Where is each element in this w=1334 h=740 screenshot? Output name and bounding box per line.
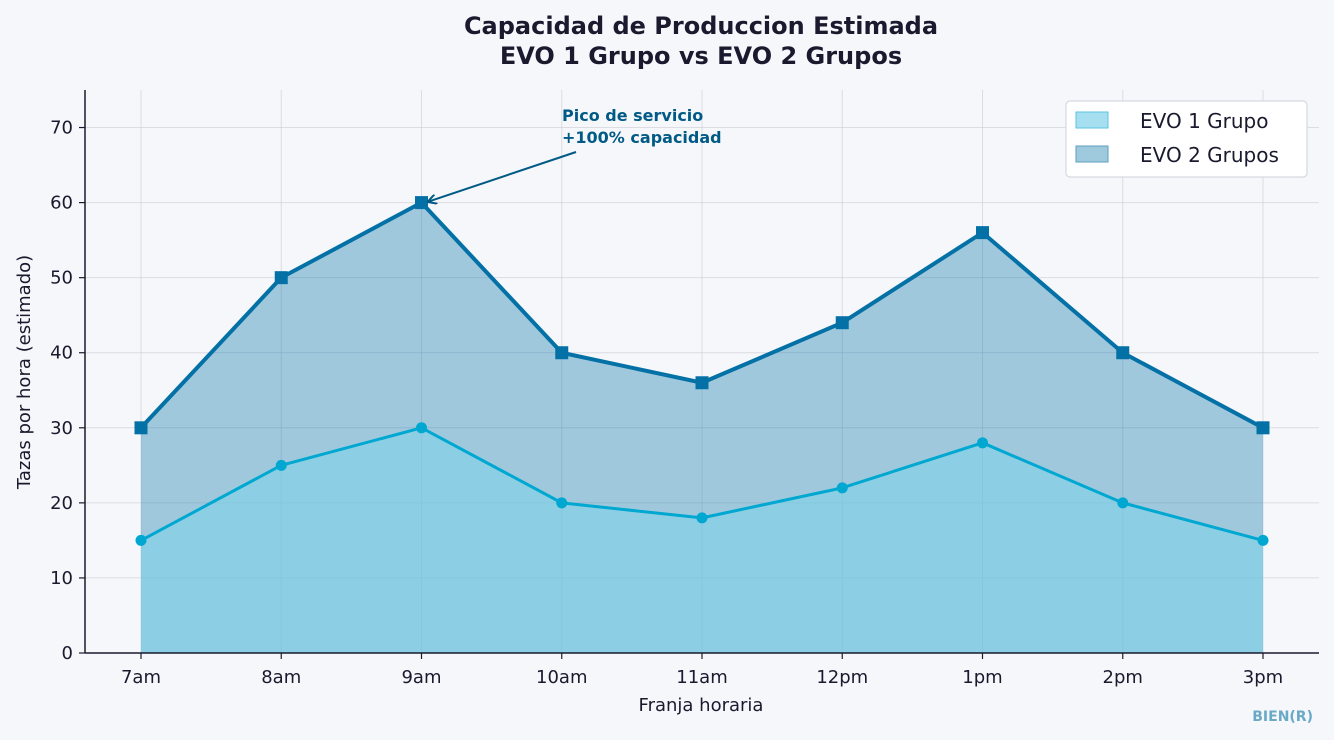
legend: EVO 1 Grupo EVO 2 Grupos — [1065, 100, 1308, 178]
data-point-evo-1-grupo — [836, 482, 848, 494]
x-tick-label: 10am — [536, 667, 587, 688]
data-point-evo-1-grupo — [977, 437, 988, 449]
y-axis-label: Tazas por hora (estimado) — [14, 255, 35, 490]
legend-swatch-evo-2-grupos — [1075, 145, 1109, 163]
data-markers — [134, 196, 1270, 546]
x-tick-label: 11am — [676, 667, 727, 688]
x-tick-label: 9am — [401, 667, 441, 688]
data-point-evo-1-grupo — [556, 497, 568, 509]
data-point-evo-1-grupo — [275, 459, 287, 471]
chart-title-line-1: Capacidad de Produccion Estimada — [464, 12, 938, 40]
legend-label-evo-1-grupo: EVO 1 Grupo — [1140, 109, 1268, 133]
y-tick-label: 10 — [50, 568, 73, 589]
data-point-evo-2-grupos — [835, 316, 849, 330]
y-ticks: 0 10 20 30 40 50 60 70 — [50, 118, 85, 664]
x-tick-label: 12pm — [816, 667, 868, 688]
y-tick-label: 30 — [50, 418, 73, 439]
data-point-evo-2-grupos — [976, 226, 989, 240]
area-fill-evo-1-grupo — [141, 427, 1263, 653]
x-ticks: 7am 8am 9am 10am 11am 12pm 1pm 2pm 3pm — [121, 653, 1283, 688]
x-axis-label: Franja horaria — [639, 695, 764, 716]
x-tick-label: 8am — [261, 667, 301, 688]
y-tick-label: 70 — [50, 118, 73, 139]
data-point-evo-2-grupos — [695, 376, 709, 390]
legend-box — [1065, 100, 1308, 178]
data-point-evo-2-grupos — [1116, 346, 1130, 360]
y-tick-label: 50 — [50, 268, 73, 289]
data-point-evo-1-grupo — [416, 422, 427, 434]
y-tick-label: 40 — [50, 343, 73, 364]
chart-title-line-2: EVO 1 Grupo vs EVO 2 Grupos — [500, 42, 902, 70]
data-point-evo-1-grupo — [135, 534, 147, 546]
data-point-evo-1-grupo — [1117, 497, 1129, 509]
x-tick-label: 7am — [121, 667, 161, 688]
annotation-text-line-1: Pico de servicio — [562, 106, 703, 125]
watermark: BIEN(R) — [1252, 709, 1313, 725]
y-tick-label: 60 — [50, 193, 73, 214]
x-tick-label: 3pm — [1243, 667, 1283, 688]
data-point-evo-2-grupos — [274, 271, 288, 285]
data-point-evo-2-grupos — [415, 196, 428, 210]
data-point-evo-2-grupos — [1256, 421, 1270, 435]
peak-annotation: Pico de servicio +100% capacidad — [429, 106, 722, 202]
y-tick-label: 20 — [50, 493, 73, 514]
data-point-evo-1-grupo — [696, 512, 708, 524]
legend-swatch-evo-1-grupo — [1075, 111, 1109, 129]
annotation-text-line-2: +100% capacidad — [562, 128, 722, 147]
data-point-evo-1-grupo — [1257, 534, 1269, 546]
x-tick-label: 2pm — [1103, 667, 1143, 688]
annotation-arrow — [429, 151, 577, 202]
data-point-evo-2-grupos — [134, 421, 148, 435]
area-fills — [141, 202, 1263, 653]
y-tick-label: 0 — [62, 643, 73, 664]
data-point-evo-2-grupos — [555, 346, 569, 360]
legend-label-evo-2-grupos: EVO 2 Grupos — [1140, 143, 1279, 167]
x-tick-label: 1pm — [962, 667, 1002, 688]
